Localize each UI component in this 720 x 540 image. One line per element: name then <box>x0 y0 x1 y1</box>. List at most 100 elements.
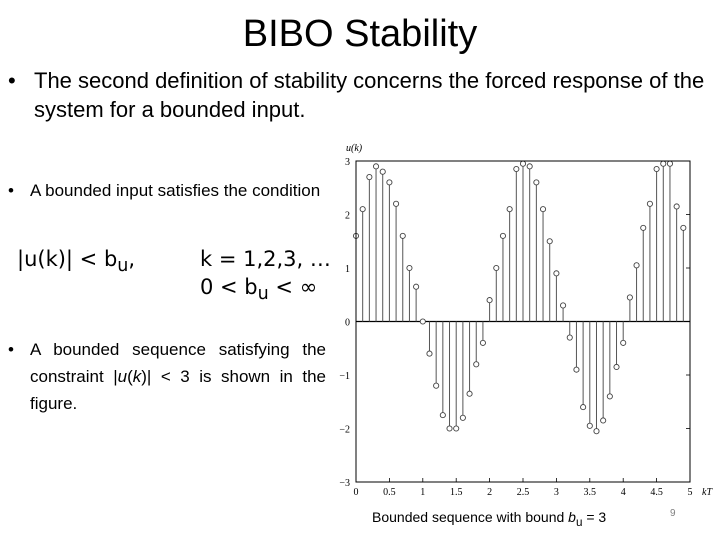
stem-marker <box>499 232 507 239</box>
y-tick-label: 2 <box>345 211 350 222</box>
x-tick-label: 1 <box>420 487 425 498</box>
stem-marker <box>513 165 520 173</box>
stem-marker <box>453 425 460 432</box>
equation-k-range: k = 1,2,3, … <box>200 247 331 271</box>
stem-marker <box>493 264 500 272</box>
stem-marker <box>626 294 633 301</box>
stem-marker <box>666 160 674 167</box>
plot-stems <box>352 160 687 435</box>
stem-marker <box>660 160 667 167</box>
stem-marker <box>519 160 527 167</box>
x-tick-label: 3.5 <box>584 487 597 498</box>
x-tick-label: 5 <box>688 487 693 498</box>
x-tick-label: 4.5 <box>650 487 663 498</box>
plot-frame <box>355 160 691 483</box>
x-tick-label: 0.5 <box>383 487 396 498</box>
x-tick-label: 3 <box>554 487 559 498</box>
equation-bound-main: |u(k)| < b <box>17 247 118 271</box>
caption-subscript: u <box>575 515 583 529</box>
bullet-bounded-sequence: • A bounded sequence satisfying the cons… <box>8 336 326 417</box>
stem-marker <box>560 302 567 309</box>
page-number: 9 <box>670 508 676 519</box>
x-tick-label: 2.5 <box>517 487 530 498</box>
bullet-bounded-input-text: A bounded input satisfies the condition <box>30 181 321 200</box>
stem-marker <box>586 422 593 429</box>
stem-marker <box>653 165 660 173</box>
bullet-marker: • <box>8 340 14 359</box>
equation-range-main: 0 < b <box>200 275 258 299</box>
stem-marker <box>446 425 453 432</box>
stem-marker <box>459 414 466 421</box>
bullet-bounded-sequence-text: A bounded sequence satisfying the constr… <box>8 336 326 417</box>
stem-marker <box>419 318 426 325</box>
stem-marker <box>366 174 373 181</box>
stem-marker <box>393 200 400 207</box>
y-tick-label: 3 <box>345 157 350 168</box>
stem-marker <box>386 179 393 186</box>
stem-marker <box>600 417 607 424</box>
stem-plot: 0 0.5 1 1.5 2 2.5 3 3.5 4 4.5 5 3 2 1 0 −1 −2 −3 u(k) kT <box>339 143 713 498</box>
stem-marker <box>553 270 560 277</box>
stem-marker <box>640 224 647 231</box>
bullet-forced-response-text: The second definition of stability conce… <box>34 68 705 122</box>
bullet3-var-k: k <box>132 367 142 386</box>
stem-marker <box>573 366 580 373</box>
bullet3-text-post: )| < 3 is shown in the figure. <box>30 367 326 413</box>
plot-tick-labels: 0 0.5 1 1.5 2 2.5 3 3.5 4 4.5 5 3 2 1 0 −1 −2 −3 <box>339 157 692 498</box>
bullet-forced-response: • The second definition of stability con… <box>8 66 708 124</box>
stem-marker <box>379 168 386 175</box>
stem-marker <box>546 238 553 245</box>
stem-marker <box>433 382 440 389</box>
stem-marker <box>633 262 640 269</box>
stem-marker <box>372 163 380 170</box>
bullet-marker: • <box>8 181 14 200</box>
figure-caption: Bounded sequence with bound bu = 3 <box>372 508 606 532</box>
y-axis-label: u(k) <box>346 143 363 154</box>
bullet3-text-pre: A bounded sequence satisfying the constr… <box>30 340 326 386</box>
stem-marker <box>426 350 433 357</box>
stem-marker <box>673 203 680 210</box>
bullet3-paren: ( <box>127 367 133 386</box>
y-tick-label: −1 <box>339 371 350 382</box>
stem-marker <box>533 179 540 186</box>
stem-marker <box>413 283 420 290</box>
stem-marker <box>526 163 533 170</box>
x-tick-label: 4 <box>621 487 626 498</box>
stem-marker <box>620 339 627 346</box>
stem-marker <box>680 224 687 231</box>
x-tick-label: 2 <box>487 487 492 498</box>
equation-bound-subscript: u <box>117 256 129 277</box>
stem-marker <box>479 339 486 346</box>
stem-marker <box>439 412 446 419</box>
equation-range-end: < ∞ <box>268 275 318 299</box>
stem-marker <box>359 206 366 213</box>
stem-marker <box>566 334 573 341</box>
stem-marker <box>613 363 620 371</box>
stem-marker <box>539 206 547 213</box>
caption-var-b: b <box>568 509 576 525</box>
equation-bound-condition: |u(k)| < bu, <box>17 245 135 280</box>
stem-marker <box>580 404 587 411</box>
stem-marker <box>646 200 653 207</box>
stem-marker <box>593 428 600 435</box>
stem-marker <box>399 232 406 239</box>
x-tick-label: 0 <box>354 487 359 498</box>
stem-marker <box>406 264 413 272</box>
stem-marker <box>486 297 493 304</box>
equation-bound-comma: , <box>128 247 136 271</box>
stem-marker <box>506 206 513 213</box>
caption-text-pre: Bounded sequence with bound <box>372 509 569 525</box>
stem-marker <box>473 361 480 368</box>
stem-marker <box>606 393 613 400</box>
y-tick-label: −2 <box>339 425 350 436</box>
y-tick-label: −3 <box>339 478 350 489</box>
y-tick-label: 0 <box>345 318 350 329</box>
x-tick-label: 1.5 <box>450 487 463 498</box>
x-axis-label: kT <box>702 487 713 498</box>
bullet-bounded-input: • A bounded input satisfies the conditio… <box>8 178 326 204</box>
slide-title: BIBO Stability <box>242 13 478 55</box>
caption-text-post: = 3 <box>582 509 607 525</box>
y-tick-label: 1 <box>345 264 350 275</box>
stem-marker <box>466 390 473 397</box>
equation-bound-range: 0 < bu < ∞ <box>200 273 317 308</box>
